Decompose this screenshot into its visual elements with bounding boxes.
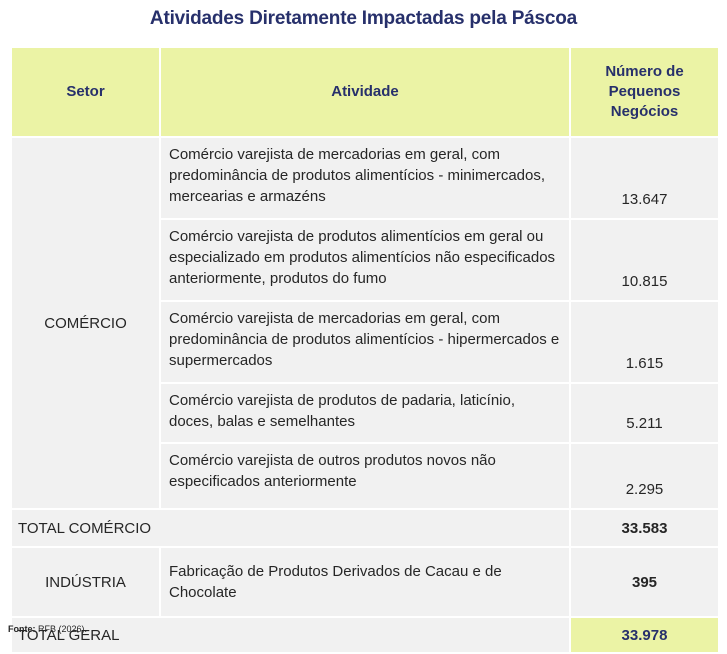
activities-table: Setor Atividade Número de Pequenos Negóc…	[10, 46, 720, 654]
count-cell: 395	[569, 546, 720, 618]
table-row: Comércio varejista de produtos de padari…	[11, 382, 720, 444]
activity-cell: Comércio varejista de mercadorias em ger…	[159, 300, 571, 384]
table-row: Comércio varejista de produtos alimentíc…	[11, 218, 720, 302]
activity-cell: Comércio varejista de mercadorias em ger…	[159, 136, 571, 220]
industria-row: INDÚSTRIA Fabricação de Produtos Derivad…	[10, 546, 720, 618]
activity-cell: Fabricação de Produtos Derivados de Caca…	[159, 546, 571, 618]
count-cell: 10.815	[569, 218, 720, 302]
activity-cell: Comércio varejista de produtos alimentíc…	[159, 218, 571, 302]
table-row: Comércio varejista de mercadorias em ger…	[11, 300, 720, 384]
header-numero: Número de Pequenos Negócios	[569, 46, 720, 138]
sector-comercio: COMÉRCIO	[10, 136, 161, 510]
source-label: Fonte:	[8, 624, 36, 634]
total-comercio-label: TOTAL COMÉRCIO	[10, 508, 571, 548]
total-comercio-row: TOTAL COMÉRCIO 33.583	[10, 508, 720, 548]
count-cell: 1.615	[569, 300, 720, 384]
header-setor: Setor	[10, 46, 161, 138]
count-cell: 13.647	[569, 136, 720, 220]
total-geral-label: TOTAL GERAL	[10, 616, 571, 654]
source-text: RFB (2026).	[38, 624, 88, 634]
activity-cell: Comércio varejista de outros produtos no…	[159, 442, 571, 510]
activity-cell: Comércio varejista de produtos de padari…	[159, 382, 571, 444]
count-cell: 2.295	[569, 442, 720, 510]
table-row: Comércio varejista de outros produtos no…	[11, 442, 720, 510]
table-row: COMÉRCIO Comércio varejista de mercadori…	[10, 136, 720, 510]
page-title: Atividades Diretamente Impactadas pela P…	[149, 8, 578, 29]
source-note: Fonte: RFB (2026).	[8, 624, 87, 634]
header-atividade: Atividade	[159, 46, 571, 138]
table-header-row: Setor Atividade Número de Pequenos Negóc…	[10, 46, 720, 138]
total-comercio-value: 33.583	[569, 508, 720, 548]
total-geral-row: TOTAL GERAL 33.978	[10, 616, 720, 654]
count-cell: 5.211	[569, 382, 720, 444]
total-geral-value: 33.978	[569, 616, 720, 654]
sector-industria: INDÚSTRIA	[10, 546, 161, 618]
